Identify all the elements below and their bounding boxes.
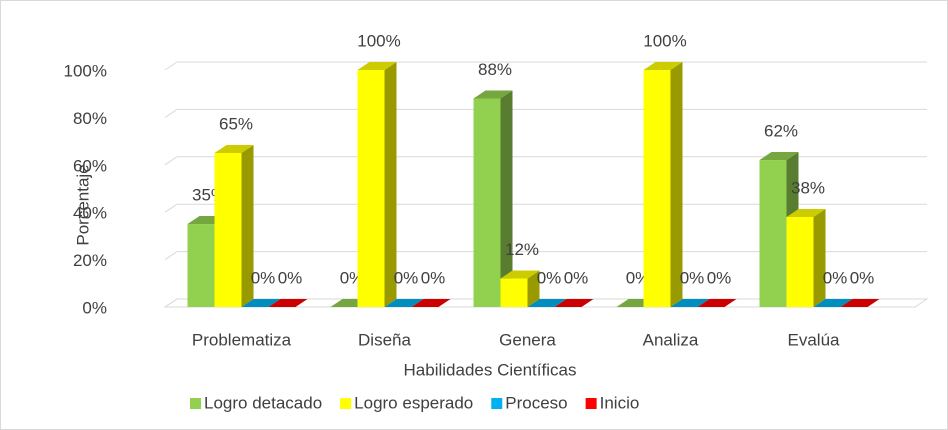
bar bbox=[643, 70, 671, 307]
y-tick-label: 60% bbox=[73, 156, 107, 175]
grid-line-side bbox=[164, 108, 178, 118]
bar bbox=[214, 152, 242, 307]
bar-top bbox=[411, 299, 451, 307]
bar-top bbox=[268, 299, 308, 307]
legend-label: Logro detacado bbox=[204, 393, 322, 412]
value-label: 0% bbox=[680, 268, 705, 287]
y-tick-label: 0% bbox=[82, 298, 107, 317]
grid-line-side bbox=[164, 156, 178, 166]
bar-side bbox=[813, 208, 826, 307]
bar-top bbox=[357, 62, 397, 70]
y-axis-title: Porcentaje bbox=[73, 164, 92, 245]
value-label: 0% bbox=[421, 268, 446, 287]
bar-side bbox=[527, 270, 540, 307]
bar-top bbox=[759, 152, 799, 161]
grid-line-side bbox=[164, 251, 178, 261]
grid-line-side bbox=[164, 203, 178, 213]
value-label: 0% bbox=[564, 268, 589, 287]
x-tick-label: Problematiza bbox=[192, 330, 292, 349]
legend-swatch bbox=[585, 398, 597, 409]
x-tick-label: Diseña bbox=[358, 330, 411, 349]
bar-top bbox=[697, 299, 737, 307]
x-tick-label: Evalúa bbox=[788, 330, 841, 349]
x-axis-title: Habilidades Científicas bbox=[404, 360, 577, 379]
value-label: 12% bbox=[505, 240, 539, 259]
value-label: 62% bbox=[764, 122, 798, 141]
bar-side bbox=[241, 144, 254, 307]
bar-side bbox=[500, 90, 513, 307]
legend-swatch bbox=[340, 398, 352, 409]
bar-side bbox=[384, 62, 397, 307]
legend-label: Logro esperado bbox=[354, 393, 473, 412]
value-label: 88% bbox=[478, 60, 512, 79]
legend-swatch bbox=[190, 398, 201, 409]
value-label: 0% bbox=[394, 268, 419, 287]
grid-line-side bbox=[164, 61, 178, 71]
y-tick-label: 100% bbox=[64, 61, 107, 80]
x-tick-label: Analiza bbox=[643, 330, 699, 349]
bar-top bbox=[214, 144, 254, 153]
bar-side bbox=[670, 62, 683, 307]
value-label: 0% bbox=[707, 268, 732, 287]
bar bbox=[759, 160, 787, 307]
value-label: 65% bbox=[219, 114, 253, 133]
value-label: 0% bbox=[278, 268, 303, 287]
bar-top bbox=[554, 299, 594, 307]
y-tick-label: 80% bbox=[73, 109, 107, 128]
bar bbox=[187, 224, 215, 307]
y-tick-label: 20% bbox=[73, 251, 107, 270]
value-label: 100% bbox=[643, 31, 686, 50]
value-label: 38% bbox=[791, 178, 825, 197]
value-label: 0% bbox=[251, 268, 276, 287]
x-tick-label: Genera bbox=[499, 330, 556, 349]
value-label: 100% bbox=[357, 31, 400, 50]
bar bbox=[500, 278, 528, 307]
value-label: 0% bbox=[823, 268, 848, 287]
bar bbox=[786, 216, 814, 307]
value-label: 0% bbox=[537, 268, 562, 287]
y-tick-label: 40% bbox=[73, 204, 107, 223]
bar-top bbox=[840, 299, 880, 307]
legend-label: Proceso bbox=[505, 393, 567, 412]
bar-top bbox=[241, 299, 281, 307]
bar-top bbox=[643, 62, 683, 70]
legend-label: Inicio bbox=[600, 393, 640, 412]
value-label: 0% bbox=[850, 268, 875, 287]
bar-top bbox=[473, 90, 513, 99]
bar bbox=[473, 98, 501, 307]
bar-top bbox=[527, 299, 567, 307]
bar-top bbox=[813, 299, 853, 307]
bar-top bbox=[500, 270, 540, 279]
bar bbox=[357, 70, 385, 307]
bar-top bbox=[670, 299, 710, 307]
bar-top bbox=[384, 299, 424, 307]
legend-swatch bbox=[491, 398, 503, 409]
bar-top bbox=[786, 208, 826, 217]
